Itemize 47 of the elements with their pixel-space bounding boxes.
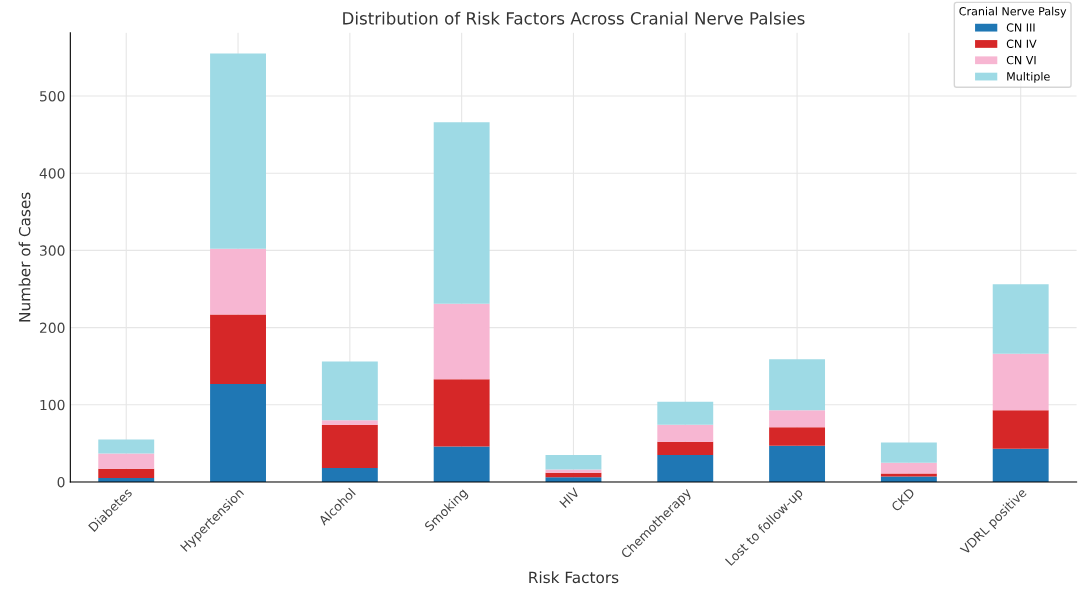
bar xyxy=(992,353,1049,411)
bar xyxy=(321,468,378,482)
legend-label: Multiple xyxy=(1007,72,1050,83)
bar xyxy=(992,448,1049,482)
bar xyxy=(545,454,602,470)
bar xyxy=(433,122,490,304)
bar xyxy=(769,359,826,411)
bar xyxy=(769,410,826,428)
bar xyxy=(657,441,714,455)
bar xyxy=(433,303,490,380)
y-tick-label: 500 xyxy=(40,90,65,102)
bar xyxy=(210,383,266,482)
bar xyxy=(210,314,266,384)
bar xyxy=(98,439,155,454)
bar xyxy=(98,453,155,469)
bar xyxy=(880,462,937,474)
bar xyxy=(992,284,1049,354)
bar xyxy=(433,446,490,482)
y-tick-label: 0 xyxy=(57,476,65,488)
bar xyxy=(769,427,826,446)
bar xyxy=(321,420,378,425)
legend-label: CN IV xyxy=(1006,39,1037,49)
chart-title: Distribution of Risk Factors Across Cranial Nerve Palsies xyxy=(343,11,805,25)
bar xyxy=(657,401,714,425)
bar xyxy=(210,53,266,249)
y-tick-label: 100 xyxy=(40,399,65,411)
y-axis-title: Number of Cases xyxy=(18,192,31,322)
bar xyxy=(433,379,490,447)
legend-label: CN III xyxy=(1006,23,1035,32)
bar xyxy=(769,445,826,482)
bar xyxy=(657,454,714,482)
bar xyxy=(321,361,378,421)
bar xyxy=(545,469,602,473)
bar xyxy=(210,248,266,315)
bar xyxy=(992,410,1049,449)
bar xyxy=(880,442,937,463)
bar xyxy=(880,473,937,477)
y-tick-label: 400 xyxy=(39,168,65,179)
y-tick-label: 200 xyxy=(39,322,65,334)
legend-title: Cranial Nerve Palsy xyxy=(959,6,1067,18)
y-tick-label: 300 xyxy=(40,245,65,256)
x-tick-label: HIV xyxy=(559,487,581,508)
bar xyxy=(657,424,714,442)
x-axis-title: Risk Factors xyxy=(529,571,619,584)
legend-label: CN VI xyxy=(1006,55,1036,65)
bar xyxy=(98,468,155,479)
bar xyxy=(321,424,378,469)
